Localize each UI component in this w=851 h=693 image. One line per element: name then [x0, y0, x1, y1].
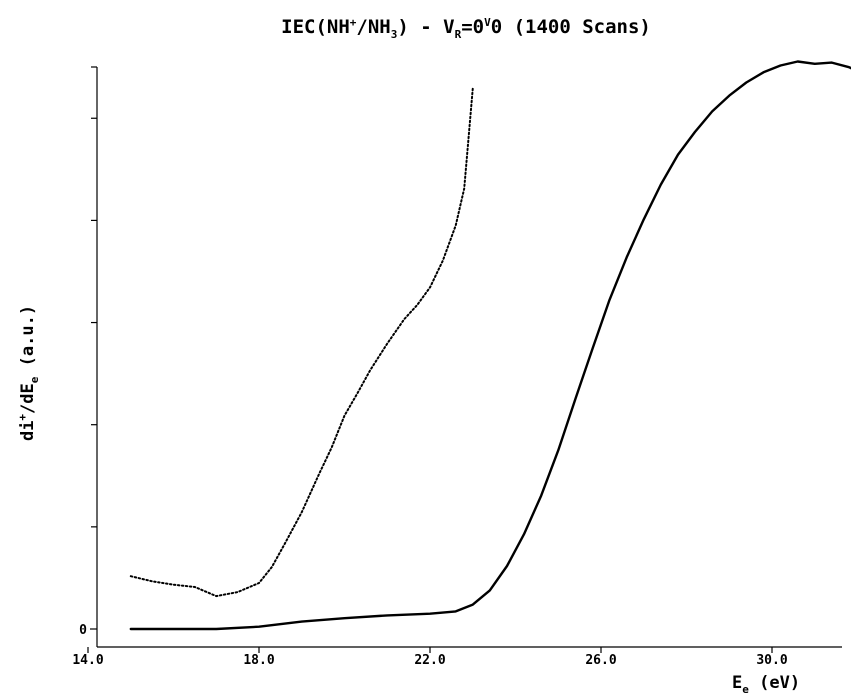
- x-tick-label: 18.0: [243, 653, 274, 668]
- chart-title: IEC(NH+/NH3) - VR=0V0 (1400 Scans): [281, 16, 651, 41]
- series-layer: [129, 60, 851, 631]
- x-tick-label: 14.0: [72, 653, 103, 668]
- series-dotted-line: [129, 87, 474, 598]
- y-ticks: 0: [79, 117, 97, 638]
- x-tick-label: 26.0: [585, 653, 616, 668]
- axes: [91, 66, 842, 648]
- series-solid-line: [129, 60, 851, 631]
- x-tick-label: 30.0: [756, 653, 787, 668]
- x-tick-label: 22.0: [414, 653, 445, 668]
- x-ticks: 14.018.022.026.030.034.0: [72, 647, 788, 668]
- y-axis-label: di+/dEe (a.u.): [16, 305, 41, 441]
- y-tick-label: 0: [79, 623, 87, 638]
- x-axis-label: Ee (eV): [732, 673, 800, 693]
